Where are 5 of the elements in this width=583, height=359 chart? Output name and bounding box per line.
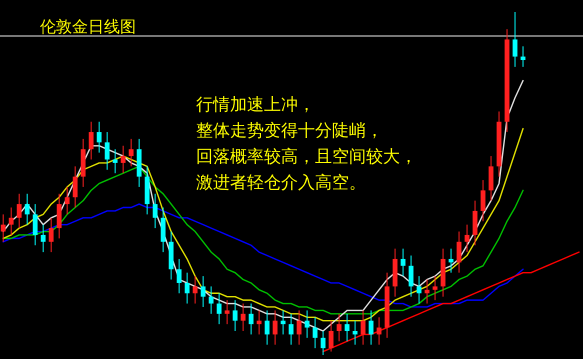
- annotation: 行情加速上冲，: [196, 95, 315, 115]
- annotation: 整体走势变得十分陡峭，: [196, 121, 383, 141]
- annotation: 回落概率较高，且空间较大，: [196, 147, 417, 167]
- annotation: 激进者轻仓介入高空。: [196, 173, 366, 193]
- chart-title: 伦敦金日线图: [40, 17, 136, 36]
